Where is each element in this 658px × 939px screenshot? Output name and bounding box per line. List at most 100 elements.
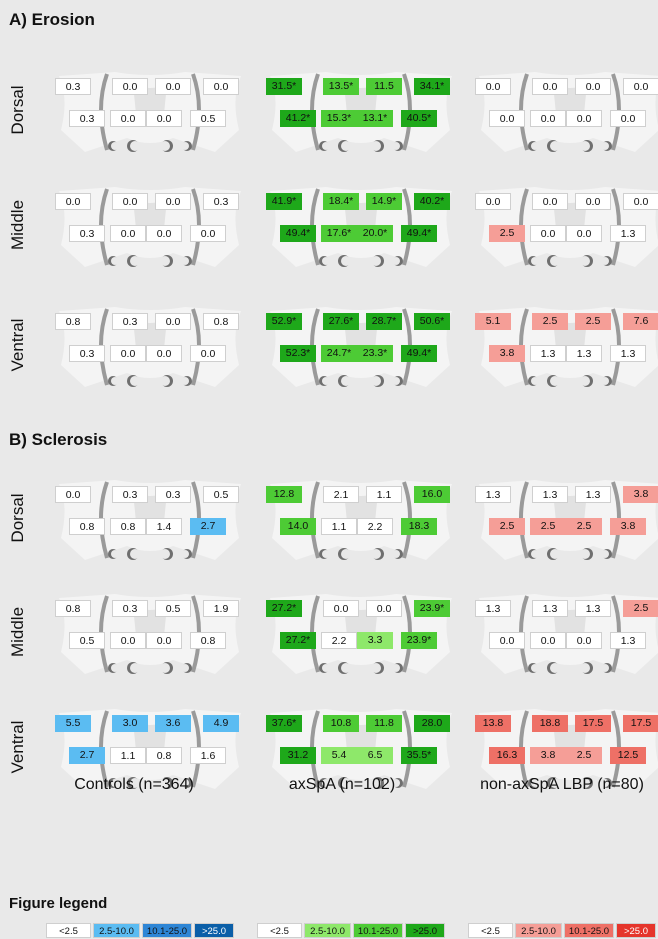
joint-panel: 0.8 0.3 0.0 0.8 0.3 0.0 0.0 0.0 xyxy=(55,303,245,391)
value-cell-top: 0.0 xyxy=(112,78,148,95)
value-cell-bottom: 0.8 xyxy=(146,747,182,764)
legend-swatch: 10.1-25.0 xyxy=(353,923,403,938)
value-cell-top: 0.3 xyxy=(112,600,148,617)
value-cell-top: 0.0 xyxy=(203,78,239,95)
value-cell-top: 0.0 xyxy=(366,600,402,617)
value-cell-top: 0.0 xyxy=(532,78,568,95)
value-cell-bottom: 2.7 xyxy=(190,518,226,535)
value-cell-bottom: 0.0 xyxy=(610,110,646,127)
value-cell-top: 1.3 xyxy=(575,600,611,617)
value-cell-bottom: 0.0 xyxy=(146,632,182,649)
legend-swatch: <2.5 xyxy=(468,923,513,938)
value-cell-bottom: 0.8 xyxy=(110,518,146,535)
value-cell-bottom: 0.0 xyxy=(489,632,525,649)
value-cell-top: 0.3 xyxy=(112,313,148,330)
legend-swatch: 2.5-10.0 xyxy=(304,923,351,938)
value-cell-bottom: 31.2 xyxy=(280,747,316,764)
value-cell-bottom: 0.0 xyxy=(190,345,226,362)
value-cell-top: 0.0 xyxy=(623,193,658,210)
section-title: B) Sclerosis xyxy=(9,430,108,449)
value-cell-bottom: 5.4 xyxy=(321,747,357,764)
value-cell-top: 2.5 xyxy=(623,600,658,617)
value-cell-top: 1.9 xyxy=(203,600,239,617)
value-cell-bottom: 27.2* xyxy=(280,632,316,649)
legend-swatch: >25.0 xyxy=(405,923,445,938)
value-cell-top: 0.0 xyxy=(155,193,191,210)
value-cell-top: 14.9* xyxy=(366,193,402,210)
value-cell-bottom: 0.5 xyxy=(190,110,226,127)
value-cell-top: 13.8 xyxy=(475,715,511,732)
value-cell-bottom: 2.2 xyxy=(321,632,357,649)
legend-title: Figure legend xyxy=(9,895,108,912)
value-cell-top: 0.8 xyxy=(55,313,91,330)
row-label-dorsal: Dorsal xyxy=(8,493,27,543)
value-cell-bottom: 23.3* xyxy=(357,345,393,362)
value-cell-top: 12.8 xyxy=(266,486,302,503)
legend-swatch: <2.5 xyxy=(46,923,91,938)
value-cell-bottom: 35.5* xyxy=(401,747,437,764)
value-cell-top: 0.0 xyxy=(575,78,611,95)
joint-panel: 5.5 3.0 3.6 4.9 2.7 1.1 0.8 1.6 xyxy=(55,705,245,793)
value-cell-top: 27.2* xyxy=(266,600,302,617)
value-cell-bottom: 16.3 xyxy=(489,747,525,764)
value-cell-bottom: 24.7* xyxy=(321,345,357,362)
value-cell-top: 1.1 xyxy=(366,486,402,503)
value-cell-bottom: 0.0 xyxy=(489,110,525,127)
legend-group-controls: <2.5 2.5-10.0 10.1-25.0 >25.0 xyxy=(46,923,236,938)
legend-group-nonaxspa: <2.5 2.5-10.0 10.1-25.0 >25.0 xyxy=(468,923,658,938)
value-cell-bottom: 1.3 xyxy=(610,632,646,649)
value-cell-top: 0.0 xyxy=(623,78,658,95)
value-cell-top: 3.6 xyxy=(155,715,191,732)
value-cell-bottom: 6.5 xyxy=(357,747,393,764)
value-cell-top: 18.4* xyxy=(323,193,359,210)
value-cell-bottom: 1.4 xyxy=(146,518,182,535)
value-cell-bottom: 2.5 xyxy=(530,518,566,535)
value-cell-bottom: 18.3 xyxy=(401,518,437,535)
joint-panel: 1.3 1.3 1.3 2.5 0.0 0.0 0.0 1.3 xyxy=(475,590,658,678)
joint-panel: 37.6* 10.8 11.8 28.0 31.2 5.4 6.5 35.5* xyxy=(266,705,456,793)
value-cell-bottom: 12.5 xyxy=(610,747,646,764)
value-cell-top: 5.1 xyxy=(475,313,511,330)
value-cell-bottom: 1.1 xyxy=(110,747,146,764)
value-cell-bottom: 17.6* xyxy=(321,225,357,242)
value-cell-top: 40.2* xyxy=(414,193,450,210)
value-cell-bottom: 20.0* xyxy=(357,225,393,242)
value-cell-bottom: 0.0 xyxy=(146,225,182,242)
joint-panel: 0.0 0.0 0.0 0.0 0.0 0.0 0.0 0.0 xyxy=(475,68,658,156)
legend-swatch: <2.5 xyxy=(257,923,302,938)
value-cell-top: 1.3 xyxy=(532,600,568,617)
value-cell-bottom: 0.0 xyxy=(566,632,602,649)
value-cell-bottom: 1.3 xyxy=(610,345,646,362)
value-cell-top: 1.3 xyxy=(475,486,511,503)
value-cell-bottom: 49.4* xyxy=(401,225,437,242)
legend-swatch: >25.0 xyxy=(616,923,656,938)
legend-group-axspa: <2.5 2.5-10.0 10.1-25.0 >25.0 xyxy=(257,923,447,938)
legend-swatch: 2.5-10.0 xyxy=(515,923,562,938)
joint-panel: 41.9* 18.4* 14.9* 40.2* 49.4* 17.6* 20.0* 49.4* xyxy=(266,183,456,271)
value-cell-bottom: 2.2 xyxy=(357,518,393,535)
joint-panel: 0.0 0.0 0.0 0.0 2.5 0.0 0.0 1.3 xyxy=(475,183,658,271)
value-cell-top: 0.3 xyxy=(112,486,148,503)
value-cell-bottom: 1.3 xyxy=(566,345,602,362)
value-cell-top: 3.0 xyxy=(112,715,148,732)
value-cell-top: 0.8 xyxy=(203,313,239,330)
value-cell-bottom: 23.9* xyxy=(401,632,437,649)
value-cell-bottom: 0.0 xyxy=(530,632,566,649)
row-label-ventral: Ventral xyxy=(8,318,27,372)
value-cell-bottom: 0.0 xyxy=(110,225,146,242)
value-cell-top: 0.0 xyxy=(475,78,511,95)
value-cell-bottom: 0.0 xyxy=(110,110,146,127)
row-label-middle: Middle xyxy=(8,606,27,658)
value-cell-bottom: 0.0 xyxy=(110,632,146,649)
value-cell-bottom: 0.3 xyxy=(69,110,105,127)
value-cell-top: 0.0 xyxy=(155,78,191,95)
value-cell-bottom: 40.5* xyxy=(401,110,437,127)
legend-swatch: 10.1-25.0 xyxy=(564,923,614,938)
value-cell-bottom: 2.5 xyxy=(489,518,525,535)
value-cell-top: 17.5 xyxy=(623,715,658,732)
value-cell-top: 0.3 xyxy=(155,486,191,503)
value-cell-bottom: 52.3* xyxy=(280,345,316,362)
value-cell-bottom: 3.3 xyxy=(357,632,393,649)
group-label: axSpA (n=102) xyxy=(288,776,396,793)
value-cell-bottom: 13.1* xyxy=(357,110,393,127)
